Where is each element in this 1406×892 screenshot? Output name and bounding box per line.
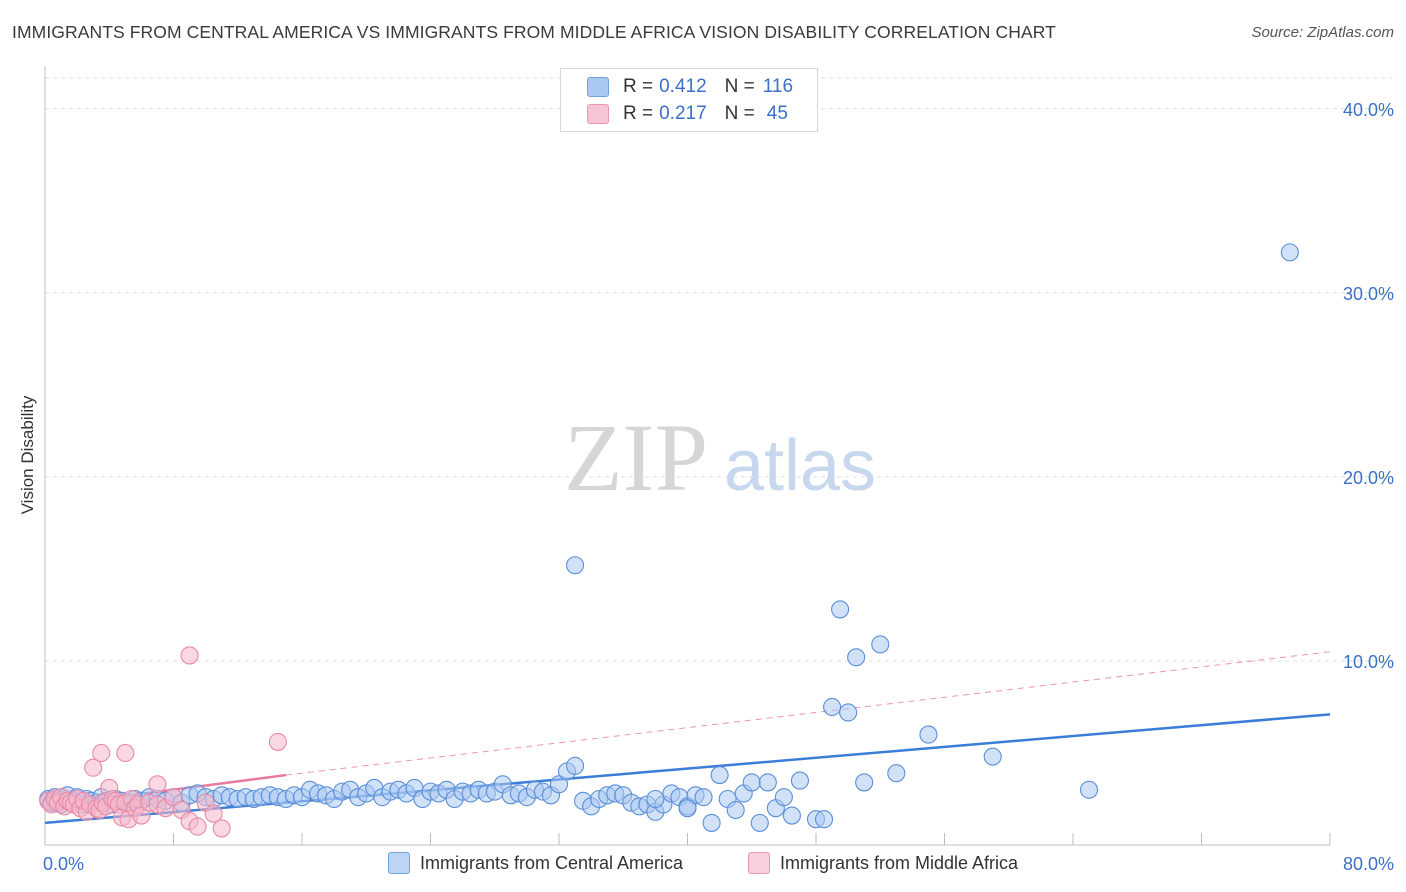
r-value: 0.217 — [659, 103, 707, 124]
point-central-america — [758, 773, 777, 792]
legend: Immigrants from Central America Immigran… — [0, 852, 1406, 878]
point-central-america — [831, 600, 850, 619]
y-tick-label: 40.0% — [1343, 100, 1394, 120]
tick-labels: 10.0% 20.0% 30.0% 40.0% 0.0% 80.0% — [43, 100, 1394, 874]
point-middle-africa — [92, 743, 111, 763]
point-central-america — [774, 788, 793, 807]
point-middle-africa — [132, 806, 151, 825]
point-central-america — [549, 775, 569, 794]
point-central-america — [694, 788, 713, 807]
y-tick-label: 20.0% — [1343, 468, 1394, 488]
trend-line-middle-africa-extension — [285, 651, 1331, 776]
watermark-atlas: atlas — [724, 426, 876, 506]
blue-swatch — [587, 77, 609, 97]
pink-swatch — [587, 104, 609, 124]
point-middle-africa — [116, 743, 135, 763]
point-central-america — [790, 771, 809, 790]
point-central-america — [726, 800, 745, 820]
n-value: 116 — [762, 76, 794, 97]
legend-label: Immigrants from Middle Africa — [780, 852, 1019, 873]
legend-item-middle-africa[interactable]: Immigrants from Middle Africa — [748, 852, 1018, 874]
source-label: Source: ZipAtlas.com — [1251, 24, 1394, 41]
r-label: R = — [623, 103, 654, 124]
y-tick-label: 30.0% — [1343, 284, 1394, 304]
watermark-zip: ZIP — [564, 404, 708, 511]
stats-row-middle-africa: R = 0.217 N = 45 — [587, 101, 788, 127]
point-central-america — [1280, 243, 1299, 262]
point-central-america — [871, 635, 890, 654]
point-middle-africa — [204, 804, 223, 823]
gridlines — [45, 77, 1394, 662]
watermark: ZIP atlas — [564, 404, 876, 511]
point-middle-africa — [212, 819, 231, 838]
n-label: N = — [724, 76, 755, 97]
point-central-america — [983, 747, 1002, 766]
y-tick-label: 10.0% — [1343, 652, 1394, 672]
r-label: R = — [623, 76, 654, 97]
legend-swatch-pink — [748, 852, 770, 874]
point-central-america — [742, 773, 761, 792]
point-central-america — [710, 766, 729, 785]
legend-item-central-america[interactable]: Immigrants from Central America — [388, 852, 683, 874]
point-central-america — [919, 725, 938, 744]
point-middle-africa — [268, 732, 287, 751]
point-central-america — [566, 756, 585, 775]
point-central-america — [782, 806, 801, 825]
point-central-america — [646, 789, 665, 809]
point-central-america — [887, 764, 906, 783]
legend-swatch-blue — [388, 852, 410, 874]
point-central-america — [1080, 780, 1099, 799]
point-middle-africa — [84, 758, 103, 777]
point-central-america — [566, 556, 585, 575]
x-tick-label: 80.0% — [1343, 854, 1394, 874]
point-middle-africa — [148, 775, 167, 794]
point-central-america — [750, 813, 769, 832]
point-middle-africa — [180, 646, 199, 665]
legend-label: Immigrants from Central America — [420, 852, 684, 873]
point-central-america — [847, 648, 866, 667]
point-central-america — [839, 703, 858, 722]
chart-title: IMMIGRANTS FROM CENTRAL AMERICA VS IMMIG… — [12, 22, 1056, 42]
stats-row-central-america: R = 0.412 N = 116 — [587, 74, 793, 100]
point-middle-africa — [164, 788, 183, 807]
point-middle-africa — [188, 817, 207, 836]
n-value: 45 — [766, 103, 788, 124]
axes — [44, 66, 1331, 846]
x-tick-label: 0.0% — [43, 854, 84, 874]
point-central-america — [702, 813, 721, 832]
y-axis-label: Vision Disability — [18, 395, 37, 515]
data-points — [39, 243, 1299, 838]
point-central-america — [823, 697, 842, 717]
point-central-america — [814, 810, 834, 829]
stats-box: R = 0.412 N = 116 R = 0.217 N = 45 — [560, 68, 818, 132]
point-central-america — [678, 799, 697, 818]
r-value: 0.412 — [659, 76, 707, 97]
n-label: N = — [724, 103, 755, 124]
point-central-america — [855, 773, 874, 792]
